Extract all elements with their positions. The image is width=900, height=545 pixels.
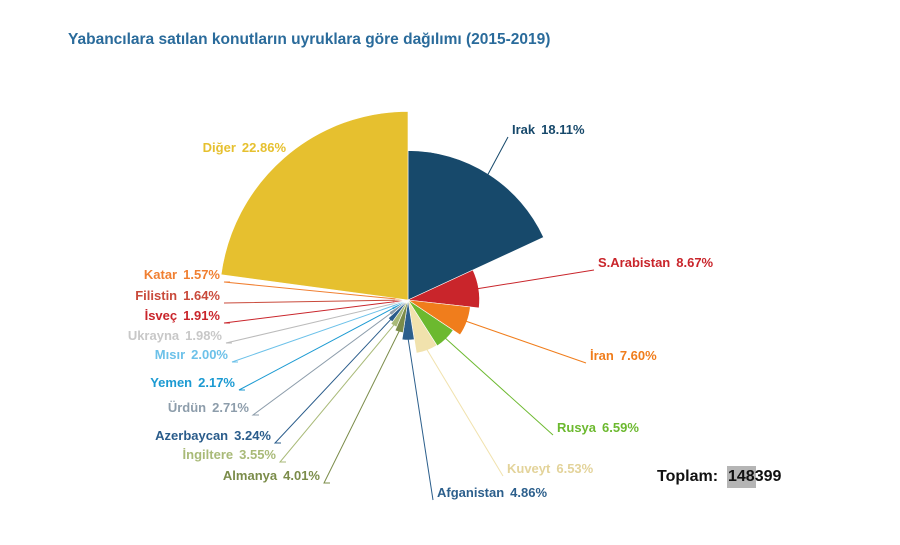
data-label: Diğer 22.86% — [203, 140, 287, 155]
category-label: Irak — [512, 122, 536, 137]
data-label: Kuveyt 6.53% — [507, 461, 594, 476]
value-label: 3.55% — [239, 447, 276, 462]
value-label: 6.59% — [602, 420, 639, 435]
leader-line — [485, 136, 509, 179]
data-label: Filistin 1.64% — [135, 288, 220, 303]
value-label: 18.11% — [541, 122, 585, 137]
data-label: İngiltere 3.55% — [183, 447, 277, 462]
data-label: İsveç 1.91% — [145, 308, 221, 323]
category-label: S.Arabistan — [598, 255, 670, 270]
leader-line — [231, 305, 394, 363]
value-label: 4.86% — [510, 485, 547, 500]
data-label: Ukrayna 1.98% — [128, 328, 223, 343]
value-label: 1.91% — [183, 308, 220, 323]
value-label: 8.67% — [676, 255, 713, 270]
category-label: Yemen — [150, 375, 192, 390]
value-label: 2.00% — [191, 347, 228, 362]
value-label: 2.71% — [212, 400, 249, 415]
leader-line — [278, 324, 395, 463]
category-label: Ürdün — [168, 400, 206, 415]
category-label: Azerbaycan — [155, 428, 228, 443]
total-highlight — [727, 466, 756, 488]
leader-line — [426, 348, 504, 477]
data-label: Azerbaycan 3.24% — [155, 428, 271, 443]
category-label: Diğer — [203, 140, 236, 155]
leader-line — [464, 320, 587, 364]
chart-title: Yabancılara satılan konutların uyruklara… — [68, 31, 550, 48]
data-label: İran 7.60% — [590, 348, 657, 363]
data-label: Rusya 6.59% — [557, 420, 639, 435]
value-label: 1.98% — [185, 328, 222, 343]
data-label: Afganistan 4.86% — [437, 485, 547, 500]
category-label: Afganistan — [437, 485, 504, 500]
data-label: S.Arabistan 8.67% — [598, 255, 714, 270]
leader-line — [273, 319, 392, 444]
leader-line — [444, 337, 554, 436]
category-label: Ukrayna — [128, 328, 180, 343]
data-label: Yemen 2.17% — [150, 375, 235, 390]
value-label: 1.64% — [183, 288, 220, 303]
data-label: Mısır 2.00% — [155, 347, 229, 362]
leader-line — [238, 307, 394, 391]
category-label: İran — [590, 348, 614, 363]
leader-line — [223, 281, 396, 300]
wedges — [220, 111, 545, 354]
leader-line — [323, 330, 400, 484]
leader-line — [407, 338, 434, 501]
value-label: 2.17% — [198, 375, 235, 390]
category-label: Almanya — [223, 468, 278, 483]
leader-line — [287, 154, 296, 163]
value-label: 7.60% — [620, 348, 657, 363]
data-label: Irak 18.11% — [512, 122, 585, 137]
data-label: Ürdün 2.71% — [168, 400, 250, 415]
leader-line — [223, 301, 393, 324]
leader-line — [476, 269, 595, 290]
category-label: Kuveyt — [507, 461, 551, 476]
total-value: 148399 — [728, 468, 781, 485]
category-label: Katar — [144, 267, 177, 282]
value-label: 1.57% — [183, 267, 220, 282]
leader-line — [251, 312, 392, 416]
data-label: Almanya 4.01% — [223, 468, 321, 483]
value-label: 22.86% — [242, 140, 287, 155]
category-label: İsveç — [145, 308, 178, 323]
category-label: Rusya — [557, 420, 597, 435]
value-label: 3.24% — [234, 428, 271, 443]
value-label: 4.01% — [283, 468, 320, 483]
value-label: 6.53% — [556, 461, 593, 476]
data-label: Katar 1.57% — [144, 267, 221, 282]
wedge — [220, 111, 409, 301]
category-label: Mısır — [155, 347, 185, 362]
category-label: Filistin — [135, 288, 177, 303]
total-label: Toplam: — [657, 468, 718, 485]
category-label: İngiltere — [183, 447, 234, 462]
leader-line — [223, 299, 395, 304]
leader-line — [225, 303, 393, 344]
